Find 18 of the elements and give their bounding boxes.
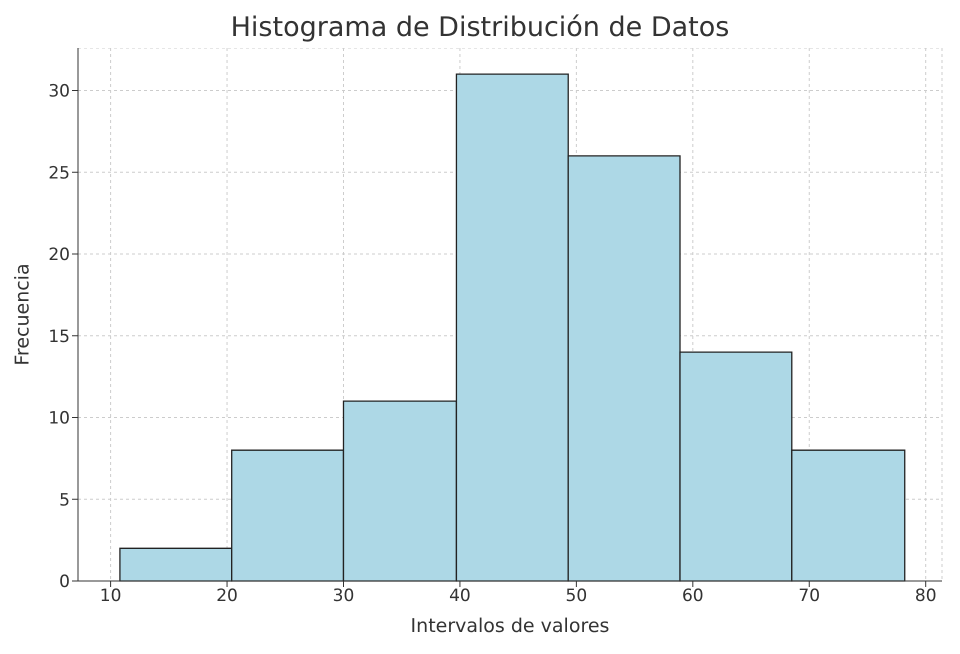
- x-tick-label: 80: [914, 586, 937, 606]
- y-tick-label: 20: [48, 245, 70, 266]
- y-tick-label: 15: [48, 326, 70, 347]
- y-axis-title: Frecuencia: [12, 263, 34, 366]
- x-tick-label: 50: [566, 586, 588, 606]
- x-axis-title: Intervalos de valores: [410, 615, 610, 637]
- x-tick-label: 20: [216, 586, 238, 606]
- y-tick-label: 25: [48, 163, 70, 184]
- x-tick-label: 10: [100, 586, 122, 606]
- x-tick-label: 60: [682, 586, 704, 606]
- x-tick-label: 70: [798, 586, 820, 606]
- y-tick-label: 10: [48, 408, 70, 429]
- x-tick-label: 30: [332, 586, 354, 606]
- y-tick-label: 5: [59, 490, 70, 510]
- x-tick-label: 40: [449, 586, 471, 606]
- chart-title: Histograma de Distribución de Datos: [230, 11, 730, 45]
- y-tick-label: 0: [59, 572, 70, 592]
- y-tick-label: 30: [48, 82, 70, 102]
